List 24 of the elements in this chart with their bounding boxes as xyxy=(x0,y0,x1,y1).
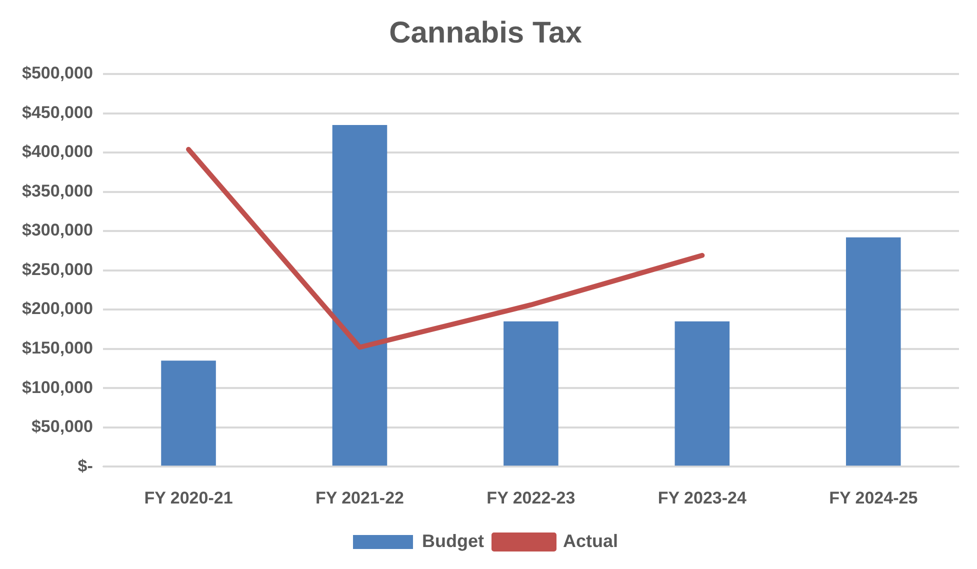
bar xyxy=(161,360,216,466)
legend-label: Budget xyxy=(422,530,484,551)
y-tick-label: $100,000 xyxy=(22,378,93,397)
x-tick-label: FY 2023-24 xyxy=(658,488,747,508)
y-tick-label: $300,000 xyxy=(22,220,93,240)
bar xyxy=(504,321,558,466)
y-tick-label: $- xyxy=(78,456,93,476)
chart-title: Cannabis Tax xyxy=(389,16,582,50)
bar xyxy=(846,237,901,466)
y-tick-label: $150,000 xyxy=(22,338,93,358)
y-tick-label: $200,000 xyxy=(22,299,93,318)
legend-label: Actual xyxy=(562,530,618,551)
x-tick-label: FY 2024-25 xyxy=(829,488,918,508)
bar xyxy=(332,125,388,466)
bar xyxy=(674,321,730,466)
y-tick-label: $450,000 xyxy=(22,102,93,122)
y-tick-label: $500,000 xyxy=(22,64,93,83)
x-tick-label: FY 2022-23 xyxy=(486,488,576,508)
y-tick-label: $400,000 xyxy=(22,142,93,162)
x-tick-label: FY 2020-21 xyxy=(144,488,233,508)
y-tick-label: $250,000 xyxy=(22,260,93,279)
y-tick-label: $50,000 xyxy=(31,417,93,436)
y-tick-label: $350,000 xyxy=(22,181,93,200)
x-tick-label: FY 2021-22 xyxy=(315,488,404,508)
